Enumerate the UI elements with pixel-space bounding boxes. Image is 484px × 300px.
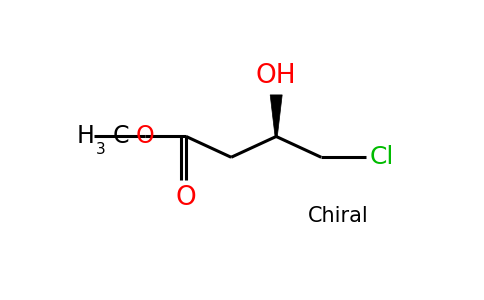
- Text: Cl: Cl: [370, 145, 394, 169]
- Text: OH: OH: [256, 63, 297, 89]
- Text: O: O: [176, 185, 197, 211]
- Polygon shape: [270, 95, 282, 136]
- Text: 3: 3: [96, 142, 106, 157]
- Text: Chiral: Chiral: [308, 206, 368, 226]
- Text: O: O: [136, 124, 154, 148]
- Text: C: C: [112, 124, 129, 148]
- Text: H: H: [76, 124, 94, 148]
